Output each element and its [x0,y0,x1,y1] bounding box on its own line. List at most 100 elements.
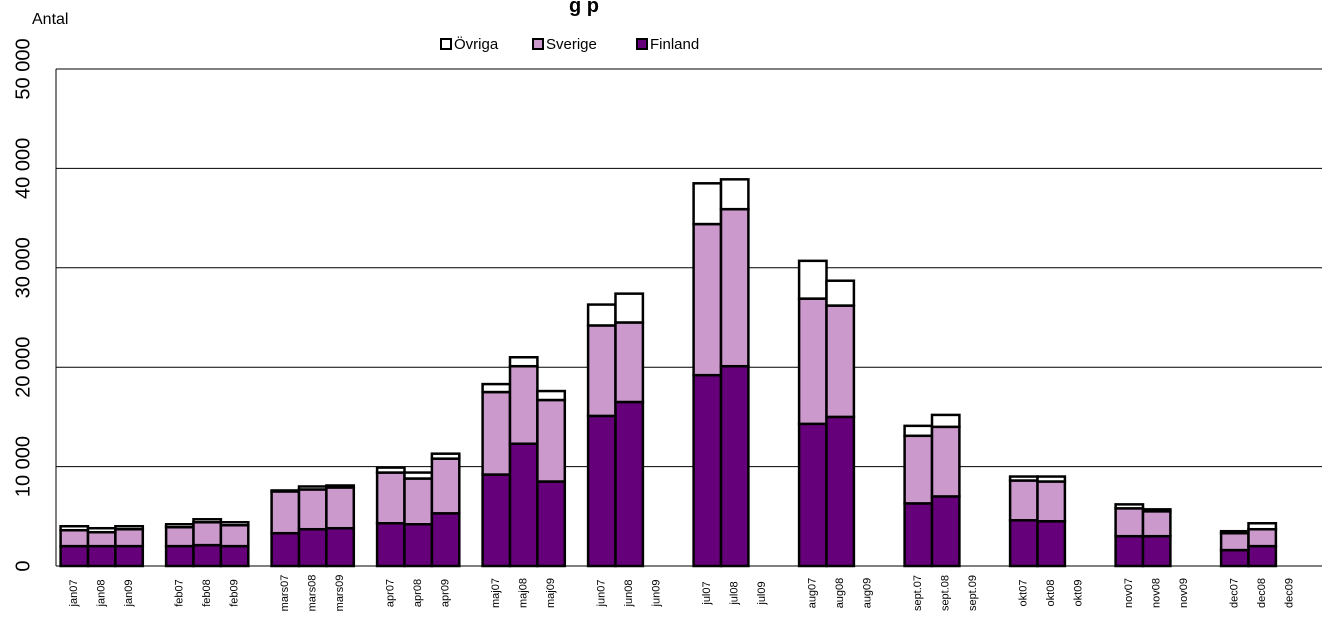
y-tick-label: 50 000 [12,38,34,99]
x-tick-label: mars09 [334,575,346,612]
bar-segment-vriga [1247,522,1278,531]
bar-segment-sverige [114,527,145,548]
bar-segment-sverige [192,521,223,547]
x-tick-label: jul07 [701,581,713,605]
x-tick-label: jul09 [756,581,768,605]
x-tick-label: jan09 [123,580,135,608]
bar-segment-finland [692,373,723,568]
bar-segment-finland [297,527,328,568]
bar-segment-vriga [430,452,461,460]
x-tick-label: maj09 [545,578,557,608]
bar-segment-finland [59,544,90,568]
bar-segment-finland [614,400,645,568]
bar-segment-vriga [164,523,195,529]
bar-segment-finland [586,414,617,568]
bars [59,178,1278,568]
x-tick-label: feb08 [201,579,213,607]
bar-segment-sverige [403,477,434,526]
legend-label: Finland [650,36,699,53]
bar-segment-sverige [164,525,195,548]
x-tick-label: okt09 [1073,580,1085,607]
legend-label: Övriga [454,35,499,53]
bar-segment-vriga [59,524,90,532]
bar-segment-sverige [1114,507,1145,538]
y-tick-label: 10 000 [12,436,34,497]
bar-segment-sverige [86,530,117,548]
bar-segment-finland [1036,520,1067,568]
x-tick-label: jul08 [729,581,741,605]
bar-segment-vriga [930,413,961,429]
bar-segment-vriga [1114,503,1145,510]
bar-segment-finland [903,502,934,568]
bar-segment-vriga [692,182,723,226]
bar-segment-finland [1219,548,1250,568]
bar-segment-sverige [219,523,250,548]
x-tick-label: mars07 [279,575,291,612]
bar-segment-vriga [508,356,539,368]
bar-segment-vriga [114,524,145,531]
bar-segment-vriga [325,484,356,489]
bar-segment-sverige [1141,510,1172,538]
legend-swatch [636,38,648,50]
bar-segment-vriga [86,526,117,534]
bar-segment-finland [719,364,750,568]
y-tick-label: 30 000 [12,237,34,298]
bar-segment-sverige [930,425,961,498]
legend: Övriga Sverige Finland [440,35,699,53]
legend-label: Sverige [546,36,597,53]
bar-segment-sverige [825,304,856,419]
x-tick-label: apr07 [385,579,397,607]
bar-segment-finland [536,480,567,568]
bar-segment-sverige [270,490,301,535]
bar-segment-sverige [719,207,750,368]
x-tick-label: aug08 [834,578,846,609]
bar-segment-finland [1008,519,1039,568]
bar-segment-vriga [192,518,223,524]
bar-segment-finland [797,422,828,568]
bar-segment-vriga [614,292,645,324]
x-tick-label: nov07 [1123,578,1135,608]
legend-swatch [532,38,544,50]
x-tick-labels: jan07 jan08 jan09 feb07 feb08 feb09 mars07 mars… [68,575,1295,612]
chart-title-fragment: g p [569,0,599,17]
x-tick-label: dec08 [1256,578,1268,608]
bar-segment-finland [825,415,856,568]
bar-segment-vriga [1219,529,1250,535]
bar-segment-vriga [375,466,406,474]
bar-segment-sverige [59,528,90,548]
y-axis-title: Antal [32,11,68,28]
bar-segment-vriga [403,471,434,480]
bar-segment-sverige [1008,479,1039,522]
x-tick-label: maj07 [490,578,502,608]
x-tick-label: jun07 [596,580,608,608]
bar-segment-vriga [536,389,567,402]
bar-segment-sverige [586,324,617,418]
bar-segment-sverige [481,390,512,476]
bar-segment-finland [1141,534,1172,568]
bar-segment-sverige [375,471,406,525]
bar-segment-sverige [508,364,539,445]
bar-segment-vriga [481,382,512,394]
bar-segment-vriga [1008,475,1039,482]
bar-segment-sverige [1219,531,1250,552]
bar-segment-sverige [692,222,723,377]
bar-segment-finland [192,543,223,568]
bar-segment-vriga [719,178,750,211]
x-tick-label: sept.09 [967,575,979,611]
bar-segment-finland [403,523,434,568]
x-tick-label: apr09 [440,579,452,607]
axes [55,69,1322,567]
x-tick-label: apr08 [412,579,424,607]
x-tick-label: nov09 [1178,578,1190,608]
bar-segment-finland [375,522,406,568]
x-tick-label: maj08 [518,578,530,608]
bar-segment-sverige [297,488,328,531]
x-tick-label: nov08 [1151,578,1163,608]
y-tick-label: 20 000 [12,337,34,398]
bar-segment-sverige [614,321,645,404]
gridlines [56,68,1322,468]
bar-segment-sverige [1036,480,1067,523]
bar-segment-finland [930,495,961,568]
x-tick-label: jun08 [623,580,635,608]
bar-segment-sverige [430,457,461,515]
